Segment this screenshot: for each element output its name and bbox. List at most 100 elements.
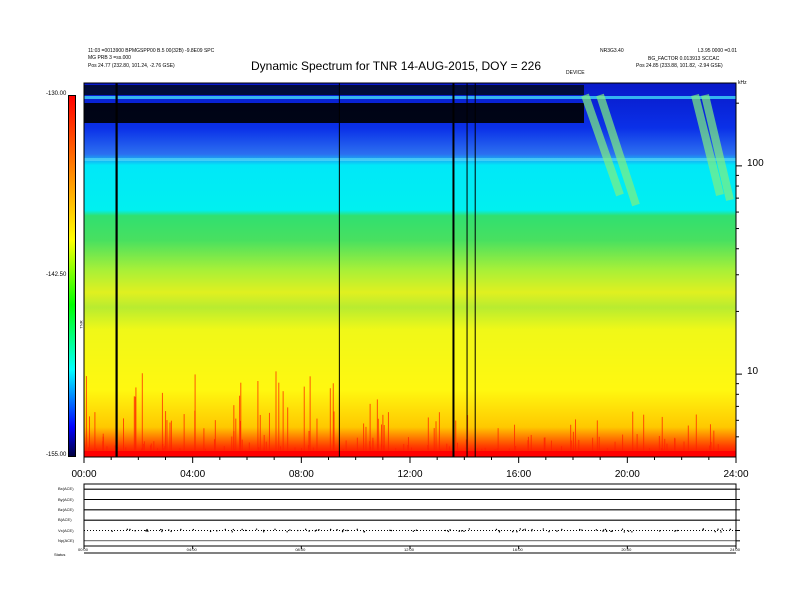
data-dot <box>336 529 338 531</box>
colorbar <box>68 95 76 457</box>
x-tick-label: 00:00 <box>71 469 97 480</box>
burst-streak <box>596 93 640 207</box>
x-tick-label: 24:00 <box>723 469 749 480</box>
x-tick-label: 20:00 <box>614 469 640 480</box>
data-dot <box>631 531 633 533</box>
bottom-x-tick-label: 12:00 <box>404 547 415 552</box>
red-floor <box>84 451 736 457</box>
data-dot <box>318 529 320 531</box>
bottom-x-tick-label: 04:00 <box>186 547 197 552</box>
data-dot <box>721 528 724 530</box>
row-label: By(ACE) <box>58 496 74 502</box>
colorbar-tick-bottom: -155.00 <box>46 452 67 458</box>
header-right-line2: BG_FACTOR 0.013913 SCCAC <box>648 56 720 62</box>
x-tick-label: 08:00 <box>288 469 314 480</box>
data-dot <box>363 531 365 533</box>
data-dot <box>224 528 227 531</box>
data-dot <box>262 531 265 533</box>
data-dot <box>516 531 518 533</box>
spectrum-background <box>84 83 736 457</box>
colorbar-tick-mid: -142.50 <box>46 272 67 278</box>
data-dot <box>579 528 581 531</box>
data-dot <box>460 530 463 532</box>
data-dot <box>495 528 498 531</box>
data-dot <box>621 528 624 530</box>
data-dot <box>304 528 307 531</box>
data-dot <box>623 531 626 533</box>
key-parameter-panel <box>83 483 737 547</box>
data-dot <box>468 528 471 530</box>
data-dot <box>341 530 344 533</box>
data-dot <box>595 529 598 531</box>
x-tick-label: 04:00 <box>180 469 206 480</box>
data-dot <box>111 530 113 533</box>
colorbar-fill <box>69 96 75 456</box>
dark-band-main <box>84 103 584 123</box>
data-dot <box>729 528 732 531</box>
data-dot <box>129 528 131 531</box>
data-dot <box>610 530 612 533</box>
cyan-line-top <box>84 96 736 99</box>
bottom-x-tick-label: 00:00 <box>78 547 89 552</box>
data-dot <box>524 528 526 530</box>
data-dot <box>605 530 608 532</box>
header-left-line3: Pos 24.77 (232.80, 101.24, -2.76 GSE) <box>88 63 175 69</box>
dark-band-top <box>84 85 584 95</box>
data-dot <box>720 531 722 533</box>
burst-streak <box>691 94 724 196</box>
data-dot <box>315 529 318 531</box>
header-left-line1: 11:03 =0013900 BPMGSPP00 B.5 00(32B) -9.… <box>88 48 215 54</box>
data-dot <box>611 530 613 532</box>
data-dot <box>161 529 163 531</box>
data-dot <box>170 530 172 533</box>
bottom-x-tick-label: 08:00 <box>295 547 306 552</box>
data-dot <box>231 531 233 533</box>
data-dot <box>602 529 605 531</box>
data-dot <box>412 530 414 532</box>
data-dot <box>346 529 348 532</box>
burst-streak <box>581 93 624 197</box>
header-right-label: NR3G3.40 <box>600 48 624 54</box>
row-label: Np(ACE) <box>58 537 75 543</box>
row-label: Bz(ACE) <box>58 506 74 512</box>
data-dot <box>145 530 148 532</box>
data-dot <box>286 531 288 533</box>
data-dot <box>676 529 678 532</box>
chart-title: Dynamic Spectrum for TNR 14-AUG-2015, DO… <box>250 59 541 73</box>
data-dot <box>498 531 501 533</box>
colorbar-tick-top: -130.00 <box>46 91 67 97</box>
data-dot <box>216 530 218 532</box>
marker-label: DEVICE <box>566 70 585 76</box>
data-dot <box>561 528 563 531</box>
data-dot <box>356 528 358 531</box>
data-dot <box>232 528 235 531</box>
data-dot <box>530 530 533 532</box>
y-tick-100: 100 <box>747 158 764 169</box>
data-dot <box>159 528 162 531</box>
data-dot <box>463 530 465 533</box>
data-dot <box>458 530 460 532</box>
bottom-x-tick-label: 20:00 <box>621 547 632 552</box>
bottom-x-tick-label: 24:00 <box>730 547 741 552</box>
data-dot <box>192 528 195 531</box>
data-dot <box>329 528 332 531</box>
data-dot <box>161 530 163 533</box>
status-label: Status <box>54 552 66 557</box>
data-dot <box>548 530 550 533</box>
data-dot <box>168 529 170 531</box>
data-dot <box>146 528 148 531</box>
data-dot <box>604 528 607 531</box>
data-dot <box>658 530 661 532</box>
data-dot <box>519 528 521 530</box>
data-dot <box>209 530 212 533</box>
data-dot <box>289 529 291 531</box>
data-dot <box>180 528 182 531</box>
data-dot <box>449 529 451 531</box>
data-dot <box>390 529 393 532</box>
data-dot <box>581 529 583 531</box>
data-dot <box>126 528 129 531</box>
data-dot <box>241 528 243 531</box>
data-dot <box>147 530 149 532</box>
row-label: Bx(ACE) <box>58 486 74 492</box>
